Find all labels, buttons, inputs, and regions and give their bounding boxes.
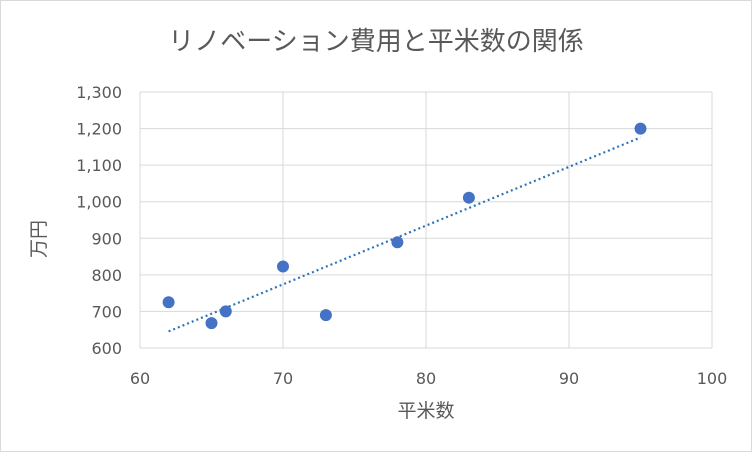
y-tick-label: 800 bbox=[91, 266, 122, 285]
data-points bbox=[162, 122, 647, 330]
linear-trendline bbox=[168, 136, 641, 333]
x-tick-label: 70 bbox=[273, 369, 293, 388]
x-tick-label: 80 bbox=[416, 369, 436, 388]
data-point-7 bbox=[462, 191, 475, 204]
y-tick-label: 900 bbox=[91, 229, 122, 248]
data-point-1 bbox=[162, 296, 175, 309]
y-axis-tick-labels: 600 700 800 900 1,000 1,100 1,200 1,300 bbox=[76, 83, 122, 358]
x-tick-label: 90 bbox=[559, 369, 579, 388]
y-tick-label: 1,000 bbox=[76, 193, 122, 212]
trendline-layer bbox=[168, 136, 641, 333]
x-axis-title: 平米数 bbox=[397, 400, 454, 422]
y-tick-label: 1,300 bbox=[76, 83, 122, 102]
data-point-2 bbox=[205, 317, 218, 330]
grid-lines bbox=[139, 91, 713, 349]
x-tick-label: 60 bbox=[130, 369, 150, 388]
data-point-3 bbox=[219, 305, 232, 318]
data-point-6 bbox=[391, 236, 404, 249]
chart-title: リノベーション費用と平米数の関係 bbox=[168, 27, 583, 57]
data-point-4 bbox=[277, 260, 289, 273]
data-point-8 bbox=[634, 122, 647, 135]
y-tick-label: 1,200 bbox=[76, 120, 122, 139]
y-axis-title: 万円 bbox=[28, 220, 50, 258]
x-tick-label: 100 bbox=[697, 369, 728, 388]
y-tick-label: 1,100 bbox=[76, 156, 122, 175]
data-point-5 bbox=[319, 309, 332, 322]
y-tick-label: 600 bbox=[91, 339, 122, 358]
y-tick-label: 700 bbox=[91, 302, 122, 321]
x-axis-tick-labels: 60 70 80 90 100 bbox=[130, 369, 727, 388]
